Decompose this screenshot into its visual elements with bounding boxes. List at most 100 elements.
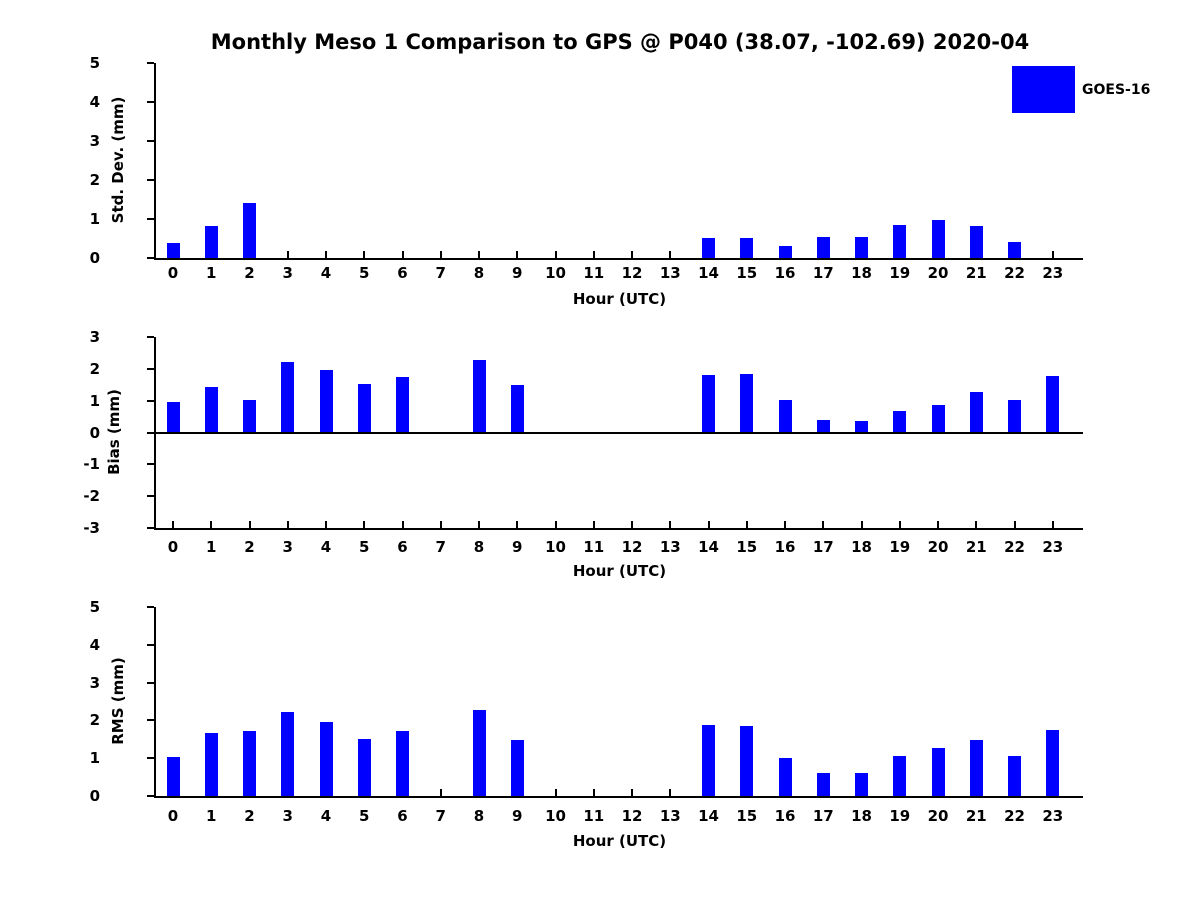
x-tick-label: 18	[851, 807, 872, 825]
bar	[816, 236, 830, 258]
bar	[357, 738, 371, 796]
y-tick	[147, 257, 154, 259]
x-tick-label: 22	[1004, 807, 1025, 825]
bar	[1008, 400, 1021, 433]
x-tick-label: 11	[583, 807, 605, 825]
bar	[166, 243, 180, 258]
y-tick	[147, 757, 154, 760]
x-tick-label: 13	[659, 807, 681, 825]
bar	[778, 757, 792, 796]
y-tick	[147, 367, 154, 370]
y-tick-label: -1	[83, 455, 100, 474]
bar	[931, 747, 945, 796]
stddev-y-axis-title: Std. Dev. (mm)	[109, 96, 127, 224]
y-tick-label: 4	[89, 635, 100, 654]
x-tick	[860, 521, 863, 528]
x-tick-label: 9	[512, 807, 523, 825]
x-tick	[1013, 521, 1016, 528]
x-tick-label: 6	[397, 538, 408, 556]
y-axis-spine	[154, 337, 156, 530]
y-tick-label: 5	[89, 598, 100, 616]
x-tick-label: 22	[1004, 264, 1025, 282]
bar	[319, 721, 333, 796]
x-tick-label: 3	[282, 807, 293, 825]
bias-x-axis-title: Hour (UTC)	[572, 562, 667, 580]
x-tick-label: 17	[812, 538, 834, 556]
x-tick-label: 9	[512, 264, 523, 282]
y-tick-label: 0	[89, 249, 100, 267]
x-tick-label: 16	[774, 538, 796, 556]
y-tick-label: 0	[89, 787, 100, 805]
x-tick-label: 9	[512, 538, 523, 556]
x-tick	[210, 521, 213, 528]
x-tick-label: 21	[965, 264, 987, 282]
x-tick	[172, 521, 174, 528]
x-tick-label: 17	[812, 264, 834, 282]
bar	[816, 772, 830, 796]
y-tick	[147, 101, 154, 103]
bar	[1046, 376, 1060, 433]
x-tick	[325, 251, 327, 258]
bias-y-axis-title: Bias (mm)	[105, 389, 123, 475]
x-tick-label: 7	[435, 538, 446, 556]
x-tick-label: 17	[812, 807, 834, 825]
x-tick	[975, 521, 978, 528]
x-tick	[1051, 251, 1054, 258]
y-tick-label: 3	[89, 328, 100, 346]
y-tick	[147, 795, 154, 797]
x-tick	[478, 251, 480, 258]
x-tick-label: 14	[698, 264, 719, 282]
bar	[357, 384, 371, 433]
bar	[510, 385, 524, 433]
bar	[396, 377, 409, 433]
x-tick-label: 4	[320, 807, 332, 825]
y-tick	[147, 336, 154, 338]
x-tick	[631, 789, 633, 796]
x-tick-label: 3	[282, 538, 293, 556]
bar	[243, 731, 256, 796]
y-tick-label: 1	[89, 749, 100, 768]
x-tick	[592, 521, 595, 528]
bar	[204, 386, 218, 433]
y-tick-label: -3	[83, 519, 100, 537]
x-tick	[1051, 521, 1054, 528]
bar	[740, 237, 754, 258]
bar	[855, 421, 868, 433]
x-tick	[439, 521, 442, 528]
y-tick	[147, 179, 154, 181]
x-tick	[286, 251, 289, 258]
x-tick-label: 12	[621, 264, 643, 282]
x-tick	[631, 521, 633, 528]
y-axis-spine	[154, 607, 156, 798]
x-tick-label: 2	[244, 807, 255, 825]
bar	[778, 246, 792, 258]
bar	[472, 709, 486, 796]
y-tick-label: 1	[89, 210, 100, 228]
figure-title: Monthly Meso 1 Comparison to GPS @ P040 …	[210, 30, 1030, 54]
y-tick	[147, 140, 154, 142]
x-tick-label: 11	[583, 538, 605, 556]
x-axis-spine	[154, 796, 1083, 798]
y-tick	[147, 643, 154, 646]
x-tick	[401, 521, 404, 528]
x-tick-label: 12	[621, 538, 643, 556]
y-tick	[147, 527, 154, 529]
bar	[281, 361, 295, 433]
y-tick	[147, 399, 154, 402]
x-tick	[707, 521, 710, 528]
y-tick-label: 2	[89, 171, 100, 189]
x-tick	[669, 251, 672, 258]
legend-swatch-goes16-icon	[1012, 66, 1075, 113]
y-tick-label: -2	[83, 487, 100, 506]
x-tick-label: 20	[927, 264, 949, 282]
bar	[931, 220, 945, 258]
bar	[931, 404, 945, 433]
y-tick	[147, 495, 154, 498]
x-tick-label: 21	[965, 807, 987, 825]
y-tick-label: 2	[89, 711, 100, 730]
x-tick-label: 23	[1042, 538, 1064, 556]
bar	[702, 374, 715, 433]
bar	[166, 757, 180, 796]
x-tick	[669, 521, 672, 528]
bar	[969, 225, 983, 258]
